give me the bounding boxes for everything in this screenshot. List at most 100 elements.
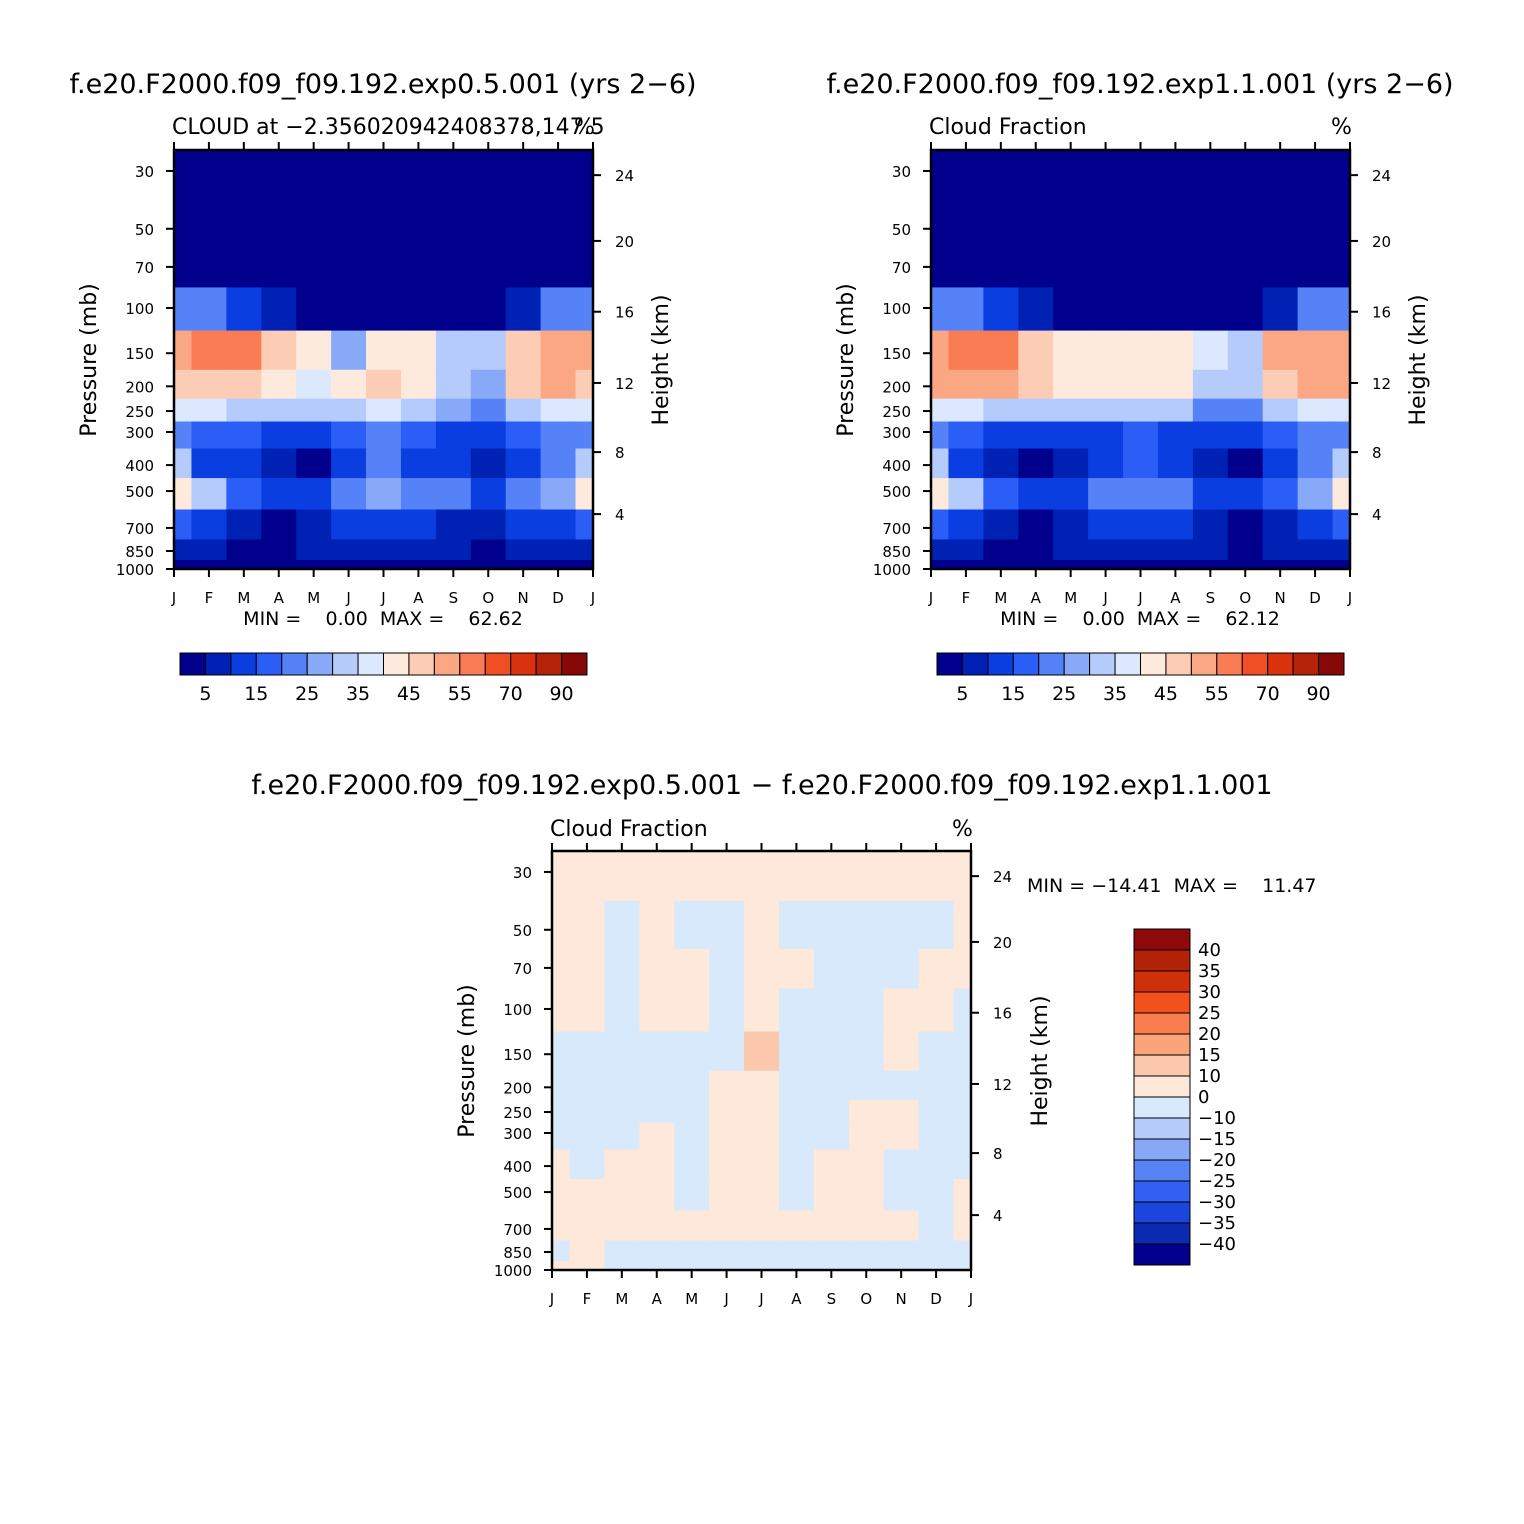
heatmap-cell <box>191 478 227 511</box>
colorbar-label: 45 <box>1154 683 1178 705</box>
colorbar-swatch <box>1038 652 1065 676</box>
heatmap-cell <box>191 398 227 423</box>
heatmap-cell <box>400 421 437 450</box>
y2-tick-label: 4 <box>615 506 625 524</box>
axes: J F M A M J J A S O N D J 30 50 70 100 150 200 250 300 400 500… <box>873 142 1391 607</box>
heatmap-cell <box>1088 247 1124 289</box>
heatmap-cell <box>674 1240 710 1262</box>
heatmap-cell <box>1088 398 1124 423</box>
heatmap-cell <box>575 478 594 511</box>
heatmap-cell <box>948 330 984 371</box>
colorbar-label: −25 <box>1198 1171 1236 1192</box>
heatmap-cell <box>1018 509 1054 541</box>
heatmap-cell <box>983 330 1019 371</box>
heatmap-cell <box>226 150 262 201</box>
heatmap-cell <box>883 1099 920 1124</box>
heatmap-cell <box>778 1149 815 1180</box>
heatmap-cell <box>744 988 780 1033</box>
heatmap-cell <box>883 1240 920 1262</box>
heatmap-cell <box>709 900 745 950</box>
heatmap-cell <box>1053 330 1089 371</box>
heatmap-cell <box>1192 478 1229 511</box>
heatmap-cell <box>953 1149 972 1180</box>
colorbar-label: 35 <box>1198 961 1221 982</box>
heatmap-cell <box>540 448 577 479</box>
heatmap-cell <box>435 478 472 511</box>
heatmap-cell <box>226 559 262 570</box>
heatmap-cell <box>261 330 297 371</box>
heatmap-cell <box>1297 199 1334 249</box>
heatmap-cell <box>1332 398 1351 423</box>
colorbar-label: 35 <box>1103 683 1127 705</box>
panel-exp05: f.e20.F2000.f09_f09.192.exp0.5.001 (yrs … <box>69 69 696 705</box>
colorbar-swatch <box>332 652 359 676</box>
heatmap-cell <box>1123 448 1159 479</box>
heatmap-cell <box>552 1031 571 1072</box>
heatmap-cell <box>191 448 227 479</box>
x-tick-label: A <box>413 589 424 607</box>
heatmap-cell <box>1053 398 1089 423</box>
heatmap-cell <box>296 199 332 249</box>
heatmap-cell <box>435 421 472 450</box>
heatmap-cell <box>813 1210 850 1242</box>
heatmap-cell <box>931 559 950 570</box>
heatmap-cell <box>470 478 507 511</box>
heatmap-cell <box>813 1260 850 1271</box>
heatmap-cell <box>575 559 594 570</box>
heatmap-cell <box>1332 509 1351 541</box>
heatmap-cell <box>569 1149 605 1180</box>
heatmap-cell <box>552 1099 571 1124</box>
heatmap-cell <box>470 330 507 371</box>
heatmap-cell <box>1297 247 1334 289</box>
heatmap-cell <box>505 478 542 511</box>
heatmap-cell <box>366 559 402 570</box>
heatmap-cell <box>569 1031 605 1072</box>
colorbar-swatch <box>1133 1222 1191 1245</box>
heatmap-cell <box>639 851 675 902</box>
heatmap-cell <box>778 1210 815 1242</box>
heatmap-cell <box>1088 369 1124 400</box>
y-tick-label: 700 <box>125 520 154 538</box>
y-tick-label: 30 <box>892 163 911 181</box>
heatmap-cell <box>1262 448 1299 479</box>
x-tick-label: N <box>1275 589 1286 607</box>
heatmap-cell <box>400 398 437 423</box>
y-tick-label: 1000 <box>873 561 911 579</box>
heatmap-cell <box>639 1031 675 1072</box>
heatmap-cell <box>470 539 507 561</box>
colorbar-swatch <box>1133 1117 1191 1140</box>
heatmap-cell <box>778 1122 815 1151</box>
heatmap-cell <box>226 398 262 423</box>
heatmap-cell <box>1262 287 1299 332</box>
heatmap-cell <box>639 1260 675 1271</box>
heatmap-cell <box>1332 448 1351 479</box>
heatmap-cell <box>813 1240 850 1262</box>
colorbar-label: 25 <box>1052 683 1076 705</box>
heatmap-cell <box>191 559 227 570</box>
heatmap-cell <box>540 559 577 570</box>
heatmap-cell <box>778 948 815 990</box>
heatmap-cell <box>1192 539 1229 561</box>
colorbar-swatch <box>1190 652 1218 676</box>
x-tick-label: M <box>615 1290 628 1308</box>
heatmap-cell <box>709 1240 745 1262</box>
heatmap-cell <box>226 421 262 450</box>
panel-left-label: Cloud Fraction <box>929 115 1087 140</box>
heatmap-cell <box>709 1260 745 1271</box>
heatmap-cell <box>948 287 984 332</box>
colorbar-swatch <box>484 652 512 676</box>
colorbar-label: 35 <box>346 683 370 705</box>
colorbar-label: −35 <box>1198 1213 1236 1234</box>
heatmap-cell <box>1018 287 1054 332</box>
min-max-readout: MIN = 0.00 MAX = 62.12 <box>1000 608 1280 630</box>
heatmap-cell <box>953 1210 972 1242</box>
heatmap-cell <box>1332 421 1351 450</box>
heatmap-cell <box>1018 199 1054 249</box>
colorbar-swatch <box>459 652 486 676</box>
heatmap-cell <box>848 1210 885 1242</box>
y2-tick-label: 24 <box>1372 167 1391 185</box>
y2-tick-label: 8 <box>993 1145 1003 1163</box>
y-tick-label: 200 <box>125 378 154 396</box>
